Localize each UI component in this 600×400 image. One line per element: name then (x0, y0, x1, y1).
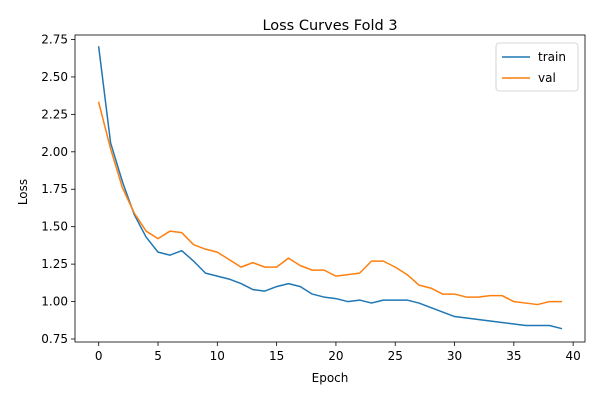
legend: train val (495, 42, 579, 92)
legend-label-train: train (538, 50, 566, 64)
x-tick-label: 20 (328, 349, 343, 363)
series-line-train (97, 46, 563, 330)
legend-label-val: val (538, 71, 556, 85)
x-tick-label: 5 (154, 349, 162, 363)
y-tick-label: 1.25 (41, 257, 68, 271)
x-tick-label: 10 (210, 349, 225, 363)
y-tick-label: 2.25 (41, 107, 68, 121)
x-tick-label: 35 (506, 349, 521, 363)
series-line-val (97, 101, 563, 306)
x-tick-label: 15 (269, 349, 284, 363)
y-tick-label: 2.75 (41, 32, 68, 46)
y-axis-label: Loss (16, 179, 30, 205)
x-tick-label: 25 (388, 349, 403, 363)
x-axis-label: Epoch (312, 371, 349, 385)
y-tick-label: 1.00 (41, 295, 68, 309)
y-tick-label: 2.50 (41, 70, 68, 84)
axes-frame (74, 34, 586, 343)
plot-area: 0 5 10 15 20 25 30 35 40 0.75 1.00 1.25 1.50 1.75 2.00… (41, 32, 586, 363)
x-tick-label: 30 (447, 349, 462, 363)
y-tick-label: 0.75 (41, 332, 68, 346)
x-tick-label: 0 (95, 349, 103, 363)
legend-box (495, 42, 579, 92)
y-tick-label: 2.00 (41, 145, 68, 159)
y-tick-label: 1.50 (41, 220, 68, 234)
y-tick-label: 1.75 (41, 182, 68, 196)
chart-title: Loss Curves Fold 3 (262, 18, 397, 34)
x-tick-label: 40 (565, 349, 580, 363)
